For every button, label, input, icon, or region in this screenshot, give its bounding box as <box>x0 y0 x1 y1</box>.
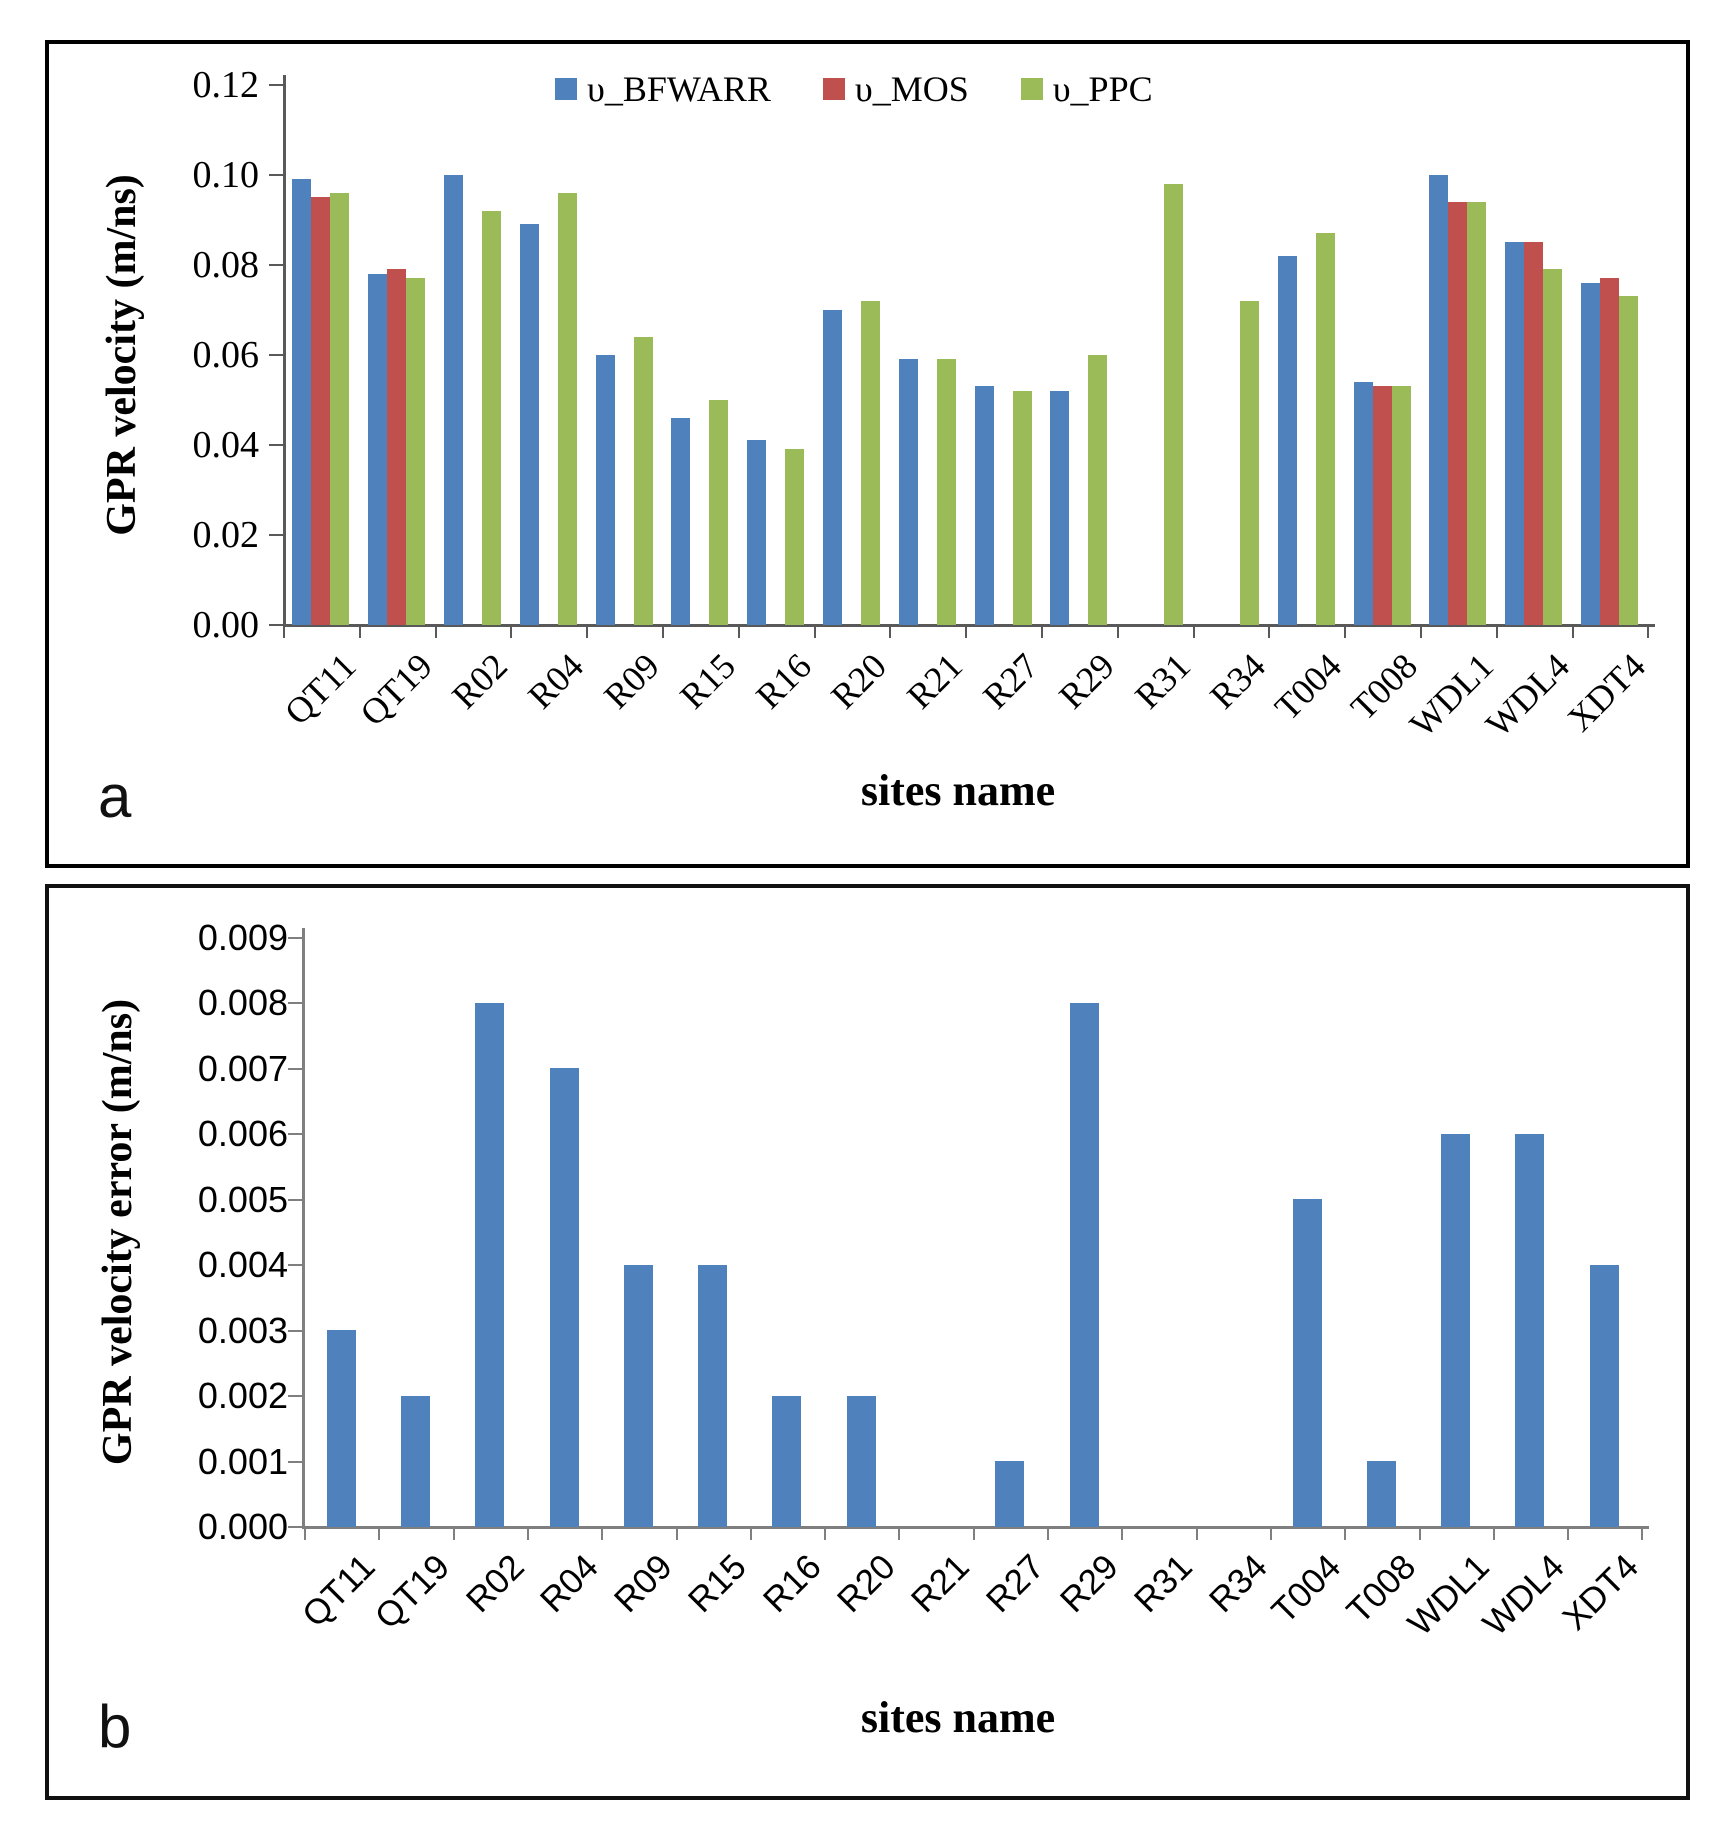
legend-swatch-mos <box>822 78 845 100</box>
legend-item-ppc: υ_PPC <box>1020 68 1153 110</box>
legend-item-bfwarr: υ_BFWARR <box>555 68 771 110</box>
panel-a-y-axis-title: GPR velocity (m/ns) <box>99 174 145 536</box>
legend-item-mos: υ_MOS <box>822 68 969 110</box>
legend-swatch-ppc <box>1020 78 1043 100</box>
legend-label-mos: υ_MOS <box>854 69 969 109</box>
legend-label-ppc: υ_PPC <box>1052 69 1153 109</box>
panel-b-x-axis-title: sites name <box>860 1693 1056 1742</box>
panel-b-frame <box>45 884 1690 1800</box>
legend-label-bfwarr: υ_BFWARR <box>587 69 771 109</box>
panel-b-letter: b <box>98 1693 132 1760</box>
panel-a-frame <box>45 40 1690 868</box>
legend: υ_BFWARR υ_MOS υ_PPC <box>555 68 1153 110</box>
legend-swatch-bfwarr <box>555 78 577 100</box>
panel-a-letter: a <box>98 763 132 830</box>
panel-b-y-axis-title: GPR velocity error (m/ns) <box>95 998 141 1466</box>
panel-a-x-axis-title: sites name <box>860 766 1056 815</box>
